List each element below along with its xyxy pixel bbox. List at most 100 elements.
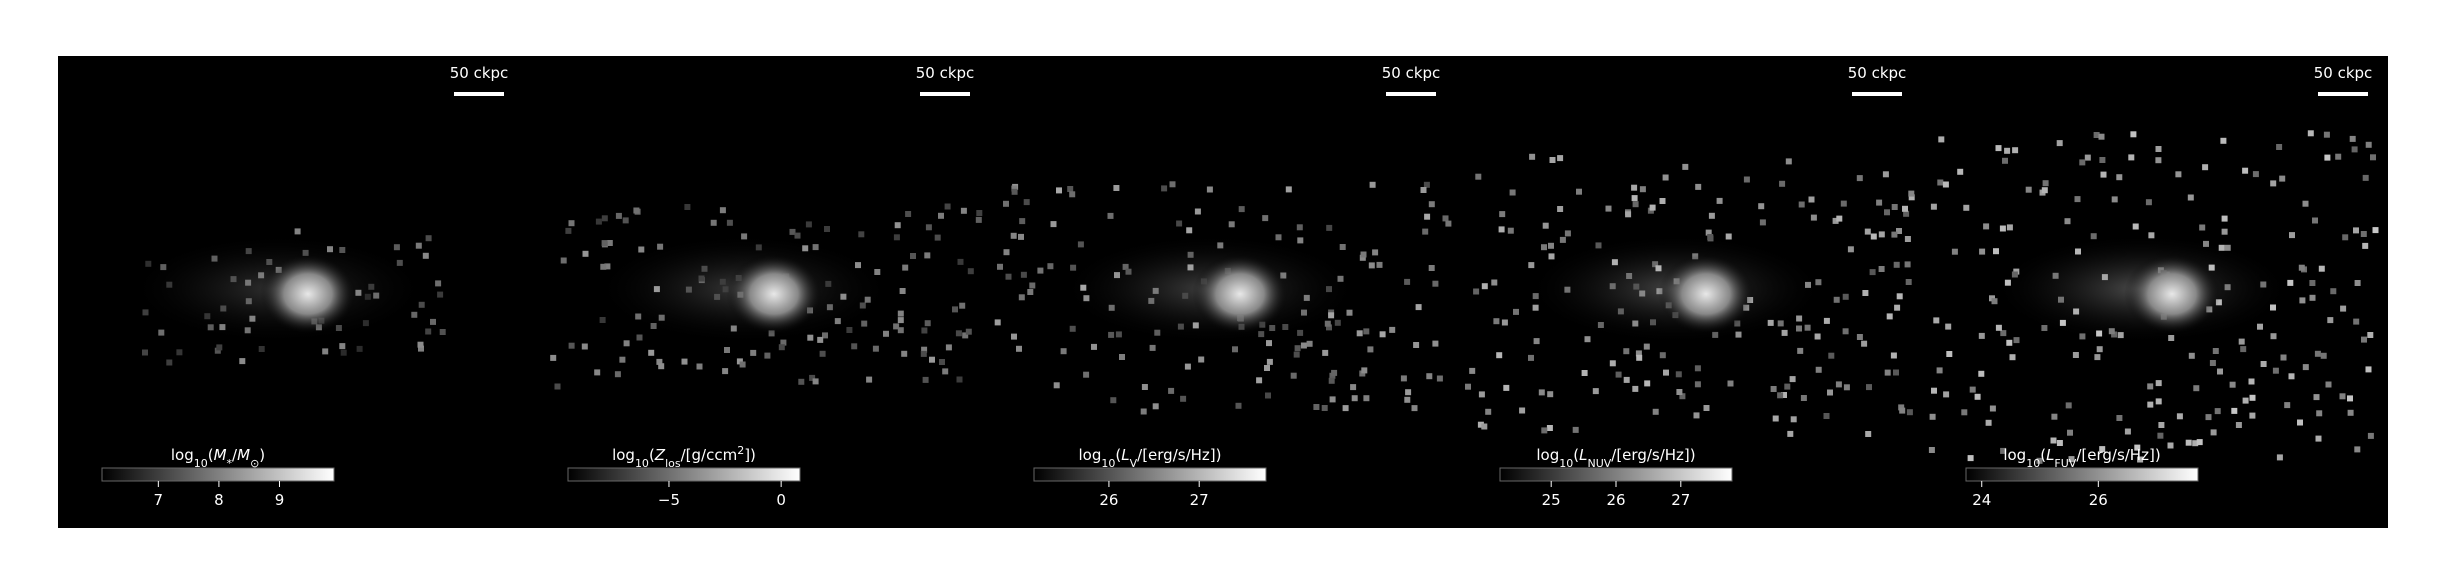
pixel	[1727, 380, 1734, 387]
pixel	[1804, 324, 1811, 331]
pixel	[1297, 237, 1304, 244]
pixel	[1904, 236, 1911, 242]
pixel	[1027, 289, 1034, 295]
pixel	[1876, 199, 1883, 206]
pixel	[2318, 265, 2325, 272]
scale-bar-label: 50 ckpc	[2314, 64, 2373, 82]
pixel	[1785, 158, 1792, 165]
pixel	[1546, 425, 1553, 431]
pixel	[1326, 286, 1332, 293]
label-part: log	[171, 446, 194, 464]
pixel	[1496, 352, 1503, 359]
pixel	[1020, 271, 1027, 278]
pixel	[858, 231, 865, 238]
pixel	[2167, 442, 2174, 449]
pixel	[1037, 267, 1044, 274]
pixel	[1538, 389, 1545, 396]
pixel	[805, 221, 812, 228]
pixel	[1564, 286, 1571, 293]
pixel	[1961, 409, 1968, 416]
pixel	[622, 217, 629, 224]
pixel	[1707, 234, 1714, 240]
pixel	[1843, 384, 1850, 391]
pixel	[2297, 419, 2303, 426]
pixel	[1342, 405, 1349, 412]
label-part: /[erg/s/Hz])	[1611, 446, 1695, 464]
pixel	[600, 263, 607, 270]
pixel	[2314, 350, 2321, 357]
pixel	[2312, 217, 2318, 224]
pixel	[1217, 242, 1224, 249]
pixel	[1890, 352, 1897, 359]
pixel	[653, 286, 660, 293]
label-part: /[erg/s/Hz])	[2076, 446, 2160, 464]
pixel	[719, 278, 726, 285]
pixel	[1835, 381, 1842, 388]
pixel	[861, 320, 868, 327]
pixel	[2214, 408, 2221, 415]
pixel	[1258, 331, 1265, 338]
pixel	[975, 216, 982, 223]
pixel	[1275, 234, 1282, 241]
pixel	[1623, 376, 1630, 383]
pixel	[1296, 224, 1303, 231]
pixel	[1256, 377, 1263, 384]
panel: 50 ckpc log10(Zlos/[g/ccm2]) −5 0	[550, 64, 983, 509]
label-part: 10	[1559, 457, 1573, 470]
pixel	[415, 242, 422, 249]
pixel	[2050, 437, 2057, 444]
pixel	[726, 219, 733, 226]
pixel	[568, 220, 575, 227]
pixel	[1337, 275, 1344, 282]
pixel	[901, 350, 908, 357]
pixel	[1936, 367, 1943, 374]
pixel	[145, 260, 152, 267]
pixel	[1626, 273, 1633, 279]
pixel	[819, 350, 826, 357]
pixel	[258, 346, 265, 352]
pixel	[822, 332, 828, 339]
pixel	[2220, 137, 2227, 144]
pixel	[1632, 201, 1639, 208]
pixel	[2116, 415, 2123, 421]
pixel	[2004, 147, 2011, 154]
pixel	[846, 327, 853, 333]
pixel	[2231, 407, 2238, 414]
pixel	[554, 383, 561, 390]
pixel	[1856, 334, 1863, 340]
pixel	[1810, 214, 1817, 221]
pixel	[1266, 340, 1272, 347]
pixel	[2323, 131, 2330, 138]
pixel	[2302, 364, 2309, 371]
pixel	[1623, 348, 1630, 355]
pixel	[1356, 330, 1363, 337]
pixel	[1481, 283, 1488, 290]
pixel	[798, 378, 805, 385]
pixel	[1306, 340, 1313, 347]
pixel	[249, 315, 256, 322]
pixel	[1632, 385, 1639, 392]
pixel	[934, 234, 941, 241]
pixel	[1781, 392, 1787, 398]
label-part: L	[1579, 446, 1587, 464]
pixel	[1777, 392, 1784, 399]
galaxy-core	[1192, 254, 1288, 334]
pixel	[1478, 391, 1485, 398]
pixel	[2351, 146, 2358, 153]
pixel	[2349, 135, 2356, 142]
pixel	[2012, 147, 2019, 154]
pixel	[1322, 349, 1329, 356]
pixel	[1542, 222, 1549, 229]
pixel	[1326, 324, 1332, 331]
pixel	[2353, 318, 2360, 325]
pixel	[2137, 456, 2144, 463]
pixel	[789, 228, 796, 235]
label-part: ⊙	[250, 457, 259, 470]
pixel	[2224, 284, 2231, 291]
pixel	[327, 246, 333, 253]
pixel	[1372, 249, 1379, 256]
pixel	[825, 280, 832, 287]
pixel	[1140, 408, 1147, 415]
pixel	[364, 293, 371, 300]
